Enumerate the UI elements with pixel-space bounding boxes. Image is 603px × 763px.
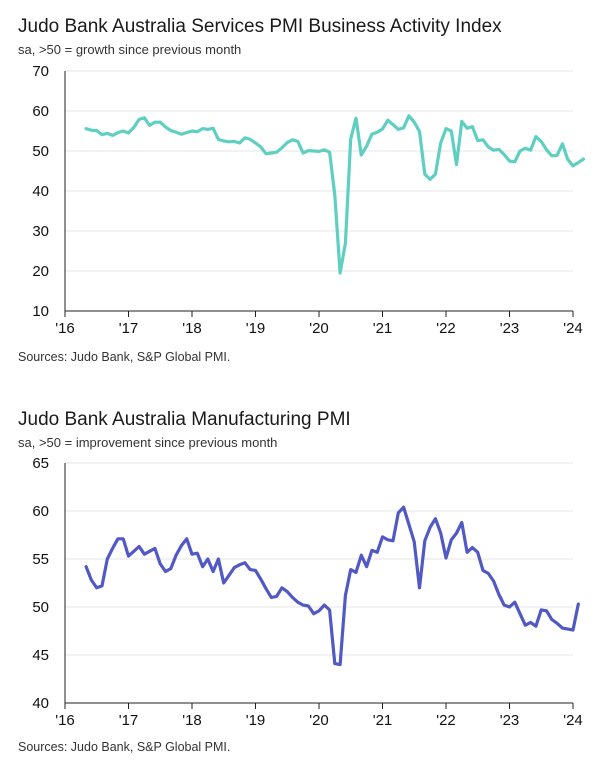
x-tick-label: '23	[500, 320, 520, 337]
x-tick-label: '19	[246, 712, 266, 729]
x-tick-label: '18	[182, 712, 202, 729]
series-line-0	[84, 114, 586, 275]
y-tick-label: 60	[32, 503, 49, 520]
x-tick-label: '19	[246, 320, 266, 337]
y-tick-label: 50	[32, 143, 49, 160]
manufacturing-chart: 40 45 50 55 60 65 '16 '17 '18 '19 '20 '21 '22 '23 '24	[32, 455, 583, 729]
y-tick-label: 40	[32, 183, 49, 200]
services-chart-source: Sources: Judo Bank, S&P Global PMI.	[18, 350, 231, 364]
services-chart: 10 20 30 40 50 60 70 '16 '17 '18 '19 '20 '21 '22 '23 '2…	[32, 63, 586, 337]
x-tick-label: '22	[436, 712, 456, 729]
x-tick-label: '23	[500, 712, 520, 729]
x-tick-label: '24	[563, 320, 583, 337]
y-tick-label: 40	[32, 695, 49, 712]
x-tick-label: '17	[119, 320, 139, 337]
y-tick-label: 65	[32, 455, 49, 472]
manufacturing-chart-subtitle: sa, >50 = improvement since previous mon…	[18, 435, 278, 450]
y-tick-label: 55	[32, 551, 49, 568]
y-tick-label: 20	[32, 263, 49, 280]
x-tick-label: '16	[55, 712, 75, 729]
x-tick-label: '20	[309, 712, 329, 729]
x-tick-label: '21	[373, 712, 393, 729]
y-tick-label: 50	[32, 599, 49, 616]
manufacturing-chart-title: Judo Bank Australia Manufacturing PMI	[18, 409, 351, 430]
y-tick-label: 70	[32, 63, 49, 80]
x-tick-label: '24	[563, 712, 583, 729]
x-tick-label: '16	[55, 320, 75, 337]
x-tick-label: '22	[436, 320, 456, 337]
x-tick-label: '20	[309, 320, 329, 337]
x-tick-label: '18	[182, 320, 202, 337]
x-tick-label: '21	[373, 320, 393, 337]
series-line-0	[84, 505, 580, 667]
x-tick-label: '17	[119, 712, 139, 729]
y-tick-label: 60	[32, 103, 49, 120]
y-tick-label: 45	[32, 647, 49, 664]
services-chart-title: Judo Bank Australia Services PMI Busines…	[18, 16, 502, 37]
manufacturing-chart-source: Sources: Judo Bank, S&P Global PMI.	[18, 740, 231, 754]
y-tick-label: 30	[32, 223, 49, 240]
y-tick-label: 10	[32, 303, 49, 320]
services-chart-subtitle: sa, >50 = growth since previous month	[18, 42, 242, 57]
